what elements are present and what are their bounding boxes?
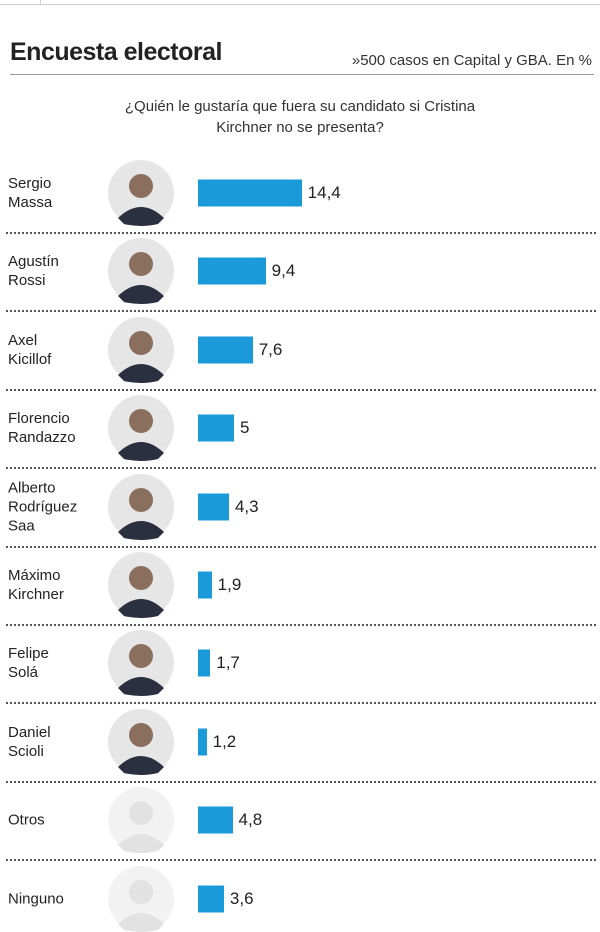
value-label: 4,3 [234,496,259,516]
bar [198,414,234,442]
row-separator [6,388,596,391]
value-label: 14,4 [307,183,341,202]
bar [198,649,211,677]
category-label: Máximo Kirchner [8,567,64,603]
value-label: 3,6 [229,888,254,908]
row-separator [6,702,596,705]
value-label: 5 [240,418,250,438]
bar [198,336,253,364]
category-label: Sergio Massa [8,175,53,211]
chart-note: »500 casos en Capital y GBA. En % [351,52,592,69]
row-separator [6,232,596,234]
bar [198,806,233,834]
portrait [108,316,174,383]
value-label: 7,6 [258,339,283,359]
value-label: 4,8 [238,810,263,830]
row-separator [6,310,596,313]
row-separator [6,545,596,548]
portrait [108,395,174,462]
bar [198,493,229,521]
portrait [108,160,174,226]
category-label: Daniel Scioli [8,723,51,760]
row-separator [6,467,596,470]
chart-subtitle: ¿Quién le gustaría que fuera su candidat… [124,98,476,136]
category-label: Otros [8,811,45,829]
portrait [108,238,174,305]
category-label: Ninguno [8,890,64,908]
bar [198,257,266,285]
bar [198,179,302,207]
category-label: Agustín Rossi [8,253,59,290]
category-label: Alberto Rodríguez Saa [8,479,78,535]
bar [198,885,224,913]
bar [198,571,212,599]
portrait [108,865,174,932]
portrait [108,787,174,854]
top-tick [40,0,41,5]
value-label: 1,7 [216,653,240,673]
value-label: 9,4 [271,261,296,281]
bar [198,728,207,756]
chart-title: Encuesta electoral [10,38,222,66]
row-separator [6,624,596,626]
category-label: Florencio Randazzo [8,410,76,447]
row-separator [6,780,596,783]
category-label: Axel Kicillof [8,331,52,368]
row-separator [6,859,596,862]
portrait [108,473,174,540]
portrait [108,708,174,775]
portrait [108,552,174,618]
category-label: Felipe Solá [8,645,49,682]
value-label: 1,2 [212,731,237,751]
value-label: 1,9 [217,575,242,594]
header-rule [10,74,594,75]
portrait [108,630,174,697]
top-rule [0,4,600,5]
